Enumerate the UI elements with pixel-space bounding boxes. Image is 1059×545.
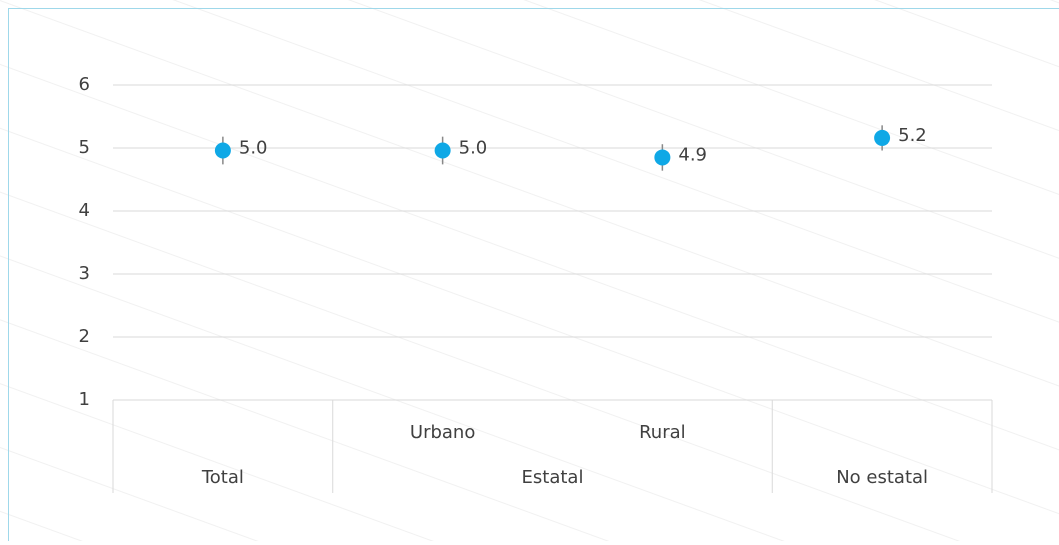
group-label: No estatal bbox=[836, 467, 928, 488]
dot bbox=[654, 149, 670, 165]
data-label: 4.9 bbox=[678, 144, 707, 165]
dot bbox=[874, 130, 890, 146]
dot bbox=[215, 143, 231, 159]
dot bbox=[435, 143, 451, 159]
group-label: Estatal bbox=[522, 467, 584, 488]
x-tick-label: Urbano bbox=[410, 422, 475, 443]
y-tick-label: 6 bbox=[79, 74, 90, 95]
data-label: 5.0 bbox=[239, 138, 268, 159]
y-tick-label: 5 bbox=[79, 137, 90, 158]
y-tick-label: 3 bbox=[79, 263, 90, 284]
x-tick-label: Rural bbox=[639, 422, 686, 443]
data-label: 5.0 bbox=[459, 138, 488, 159]
y-tick-label: 2 bbox=[79, 326, 90, 347]
group-label: Total bbox=[201, 467, 244, 488]
data-label: 5.2 bbox=[898, 125, 927, 146]
y-tick-label: 1 bbox=[79, 389, 90, 410]
y-tick-label: 4 bbox=[79, 200, 90, 221]
